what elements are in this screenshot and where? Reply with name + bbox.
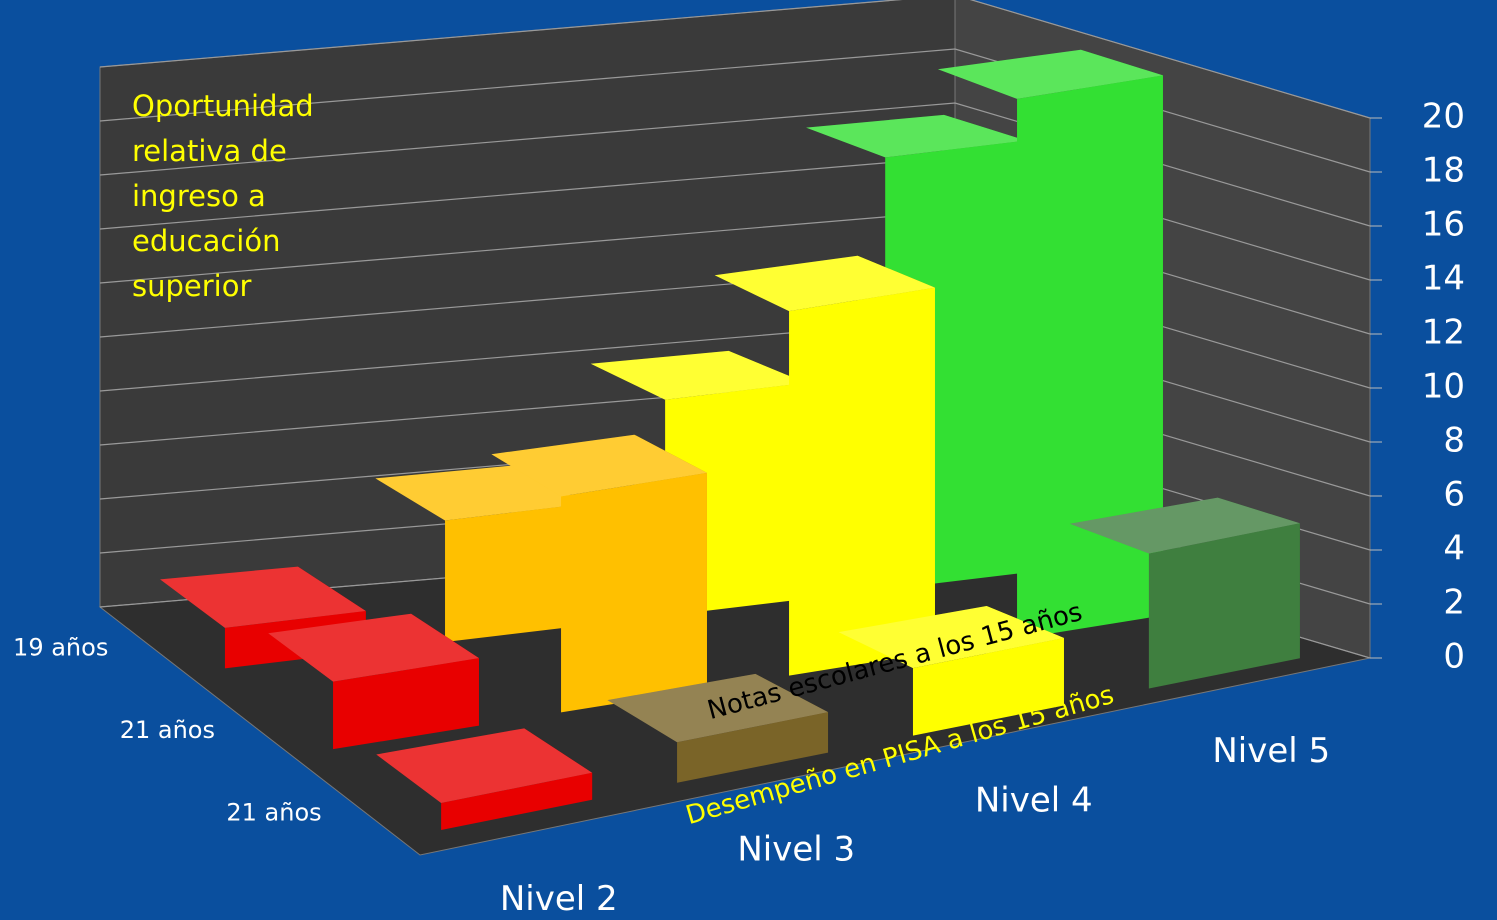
bar-top-shade	[937, 49, 1163, 99]
bar-top	[160, 566, 366, 628]
bar-top	[376, 728, 593, 803]
y-tick-label: 4	[1443, 529, 1465, 569]
bar-top	[1069, 497, 1300, 554]
bar-top-shade	[160, 566, 366, 628]
y-tick-label: 8	[1443, 421, 1465, 461]
bar-front	[333, 658, 479, 750]
bar-top-shade	[376, 728, 593, 803]
y-tick-label: 16	[1422, 205, 1465, 245]
bar-top-shade	[806, 114, 1027, 158]
bar-top	[806, 114, 1027, 158]
bar-top-shade	[268, 613, 479, 682]
bar	[1069, 497, 1300, 689]
x-tick-label: Nivel 2	[500, 879, 618, 919]
bar	[376, 728, 593, 830]
bar-front	[789, 287, 935, 676]
x-tick-label: Nivel 5	[1212, 731, 1330, 771]
bar	[607, 673, 829, 783]
y-tick-label: 10	[1422, 367, 1465, 407]
y-tick-label: 2	[1443, 583, 1465, 623]
bar-top-shade	[607, 673, 829, 743]
y-tick-label: 14	[1422, 259, 1465, 299]
bar-top-shade	[1069, 497, 1300, 554]
bar	[714, 255, 935, 676]
bar-top-shade	[491, 434, 707, 497]
bar-top	[491, 434, 707, 497]
bar-top	[714, 255, 935, 312]
legend-label: 21 años	[120, 716, 215, 744]
bar-front	[912, 637, 1064, 736]
bar-top	[838, 605, 1064, 669]
bar-front	[677, 712, 829, 783]
bar-top-shade	[838, 605, 1064, 669]
y-tick-label: 6	[1443, 475, 1465, 515]
grid-line	[99, 48, 1371, 173]
grid-line	[99, 102, 1371, 227]
y-tick-label: 20	[1422, 97, 1465, 137]
x-tick-label: Nivel 4	[975, 780, 1093, 820]
bar-top	[937, 49, 1163, 99]
bar-top	[268, 613, 479, 682]
bar	[491, 434, 707, 713]
bar	[838, 605, 1064, 736]
chart-title: Oportunidad relativa de ingreso a educac…	[132, 89, 314, 303]
bar-front	[445, 503, 586, 643]
grid-line	[99, 0, 1371, 119]
bar-front	[1148, 523, 1300, 689]
bar-front	[441, 772, 593, 830]
bar	[937, 49, 1163, 639]
bar-top	[590, 350, 806, 400]
x-tick-label: Nivel 3	[737, 830, 855, 870]
bar	[268, 613, 479, 750]
bar-top	[607, 673, 829, 743]
bar-top-shade	[590, 350, 806, 400]
bar-front	[1017, 75, 1163, 639]
y-tick-label: 0	[1443, 637, 1465, 677]
legend-label: 19 años	[13, 633, 108, 661]
bar-front	[561, 472, 707, 713]
legend-label: 21 años	[226, 799, 321, 827]
y-tick-label: 12	[1422, 313, 1465, 353]
y-tick-label: 18	[1422, 151, 1465, 191]
bar-top-shade	[714, 255, 935, 312]
